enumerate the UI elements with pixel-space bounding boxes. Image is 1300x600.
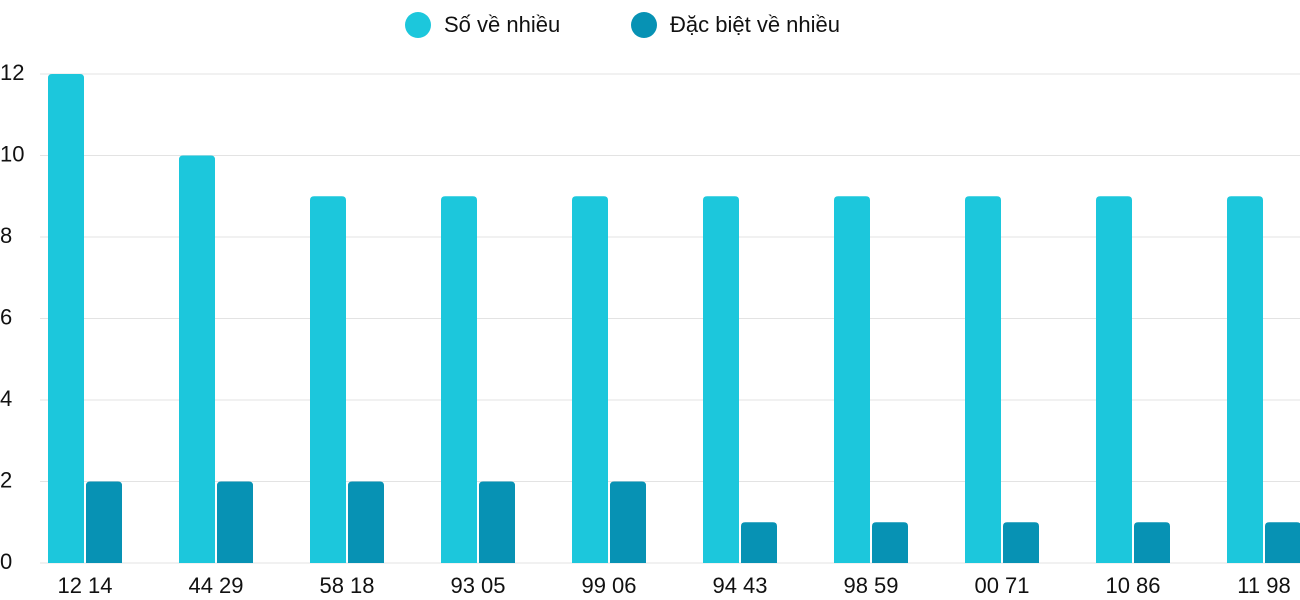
bar <box>179 155 215 563</box>
y-tick-label: 0 <box>0 549 12 574</box>
bar <box>1134 522 1170 563</box>
legend-label: Số về nhiều <box>444 12 560 37</box>
y-tick-label: 12 <box>0 60 24 85</box>
bar <box>1096 196 1132 563</box>
y-tick-label: 2 <box>0 467 12 492</box>
legend-label: Đặc biệt về nhiều <box>670 12 840 37</box>
x-tick-label: 12 14 <box>57 573 112 598</box>
bar <box>965 196 1001 563</box>
bar <box>872 522 908 563</box>
y-tick-label: 8 <box>0 223 12 248</box>
bar <box>834 196 870 563</box>
bar <box>703 196 739 563</box>
bar <box>86 481 122 563</box>
x-tick-label: 11 98 <box>1237 573 1290 598</box>
bar <box>348 481 384 563</box>
x-tick-label: 93 05 <box>450 573 505 598</box>
bar <box>217 481 253 563</box>
x-tick-label: 99 06 <box>581 573 636 598</box>
bar <box>441 196 477 563</box>
bar <box>1227 196 1263 563</box>
bar <box>1003 522 1039 563</box>
bar <box>310 196 346 563</box>
x-tick-label: 98 59 <box>843 573 898 598</box>
bar <box>610 481 646 563</box>
x-tick-label: 00 71 <box>974 573 1029 598</box>
y-tick-label: 10 <box>0 141 24 166</box>
y-tick-label: 4 <box>0 386 12 411</box>
bar <box>1265 522 1300 563</box>
legend-swatch <box>405 12 431 38</box>
x-tick-label: 10 86 <box>1105 573 1160 598</box>
bar <box>48 74 84 563</box>
x-tick-label: 44 29 <box>188 573 243 598</box>
y-tick-label: 6 <box>0 304 12 329</box>
bar <box>572 196 608 563</box>
bar <box>479 481 515 563</box>
legend-swatch <box>631 12 657 38</box>
x-tick-label: 58 18 <box>319 573 374 598</box>
x-tick-label: 94 43 <box>712 573 767 598</box>
bar <box>741 522 777 563</box>
